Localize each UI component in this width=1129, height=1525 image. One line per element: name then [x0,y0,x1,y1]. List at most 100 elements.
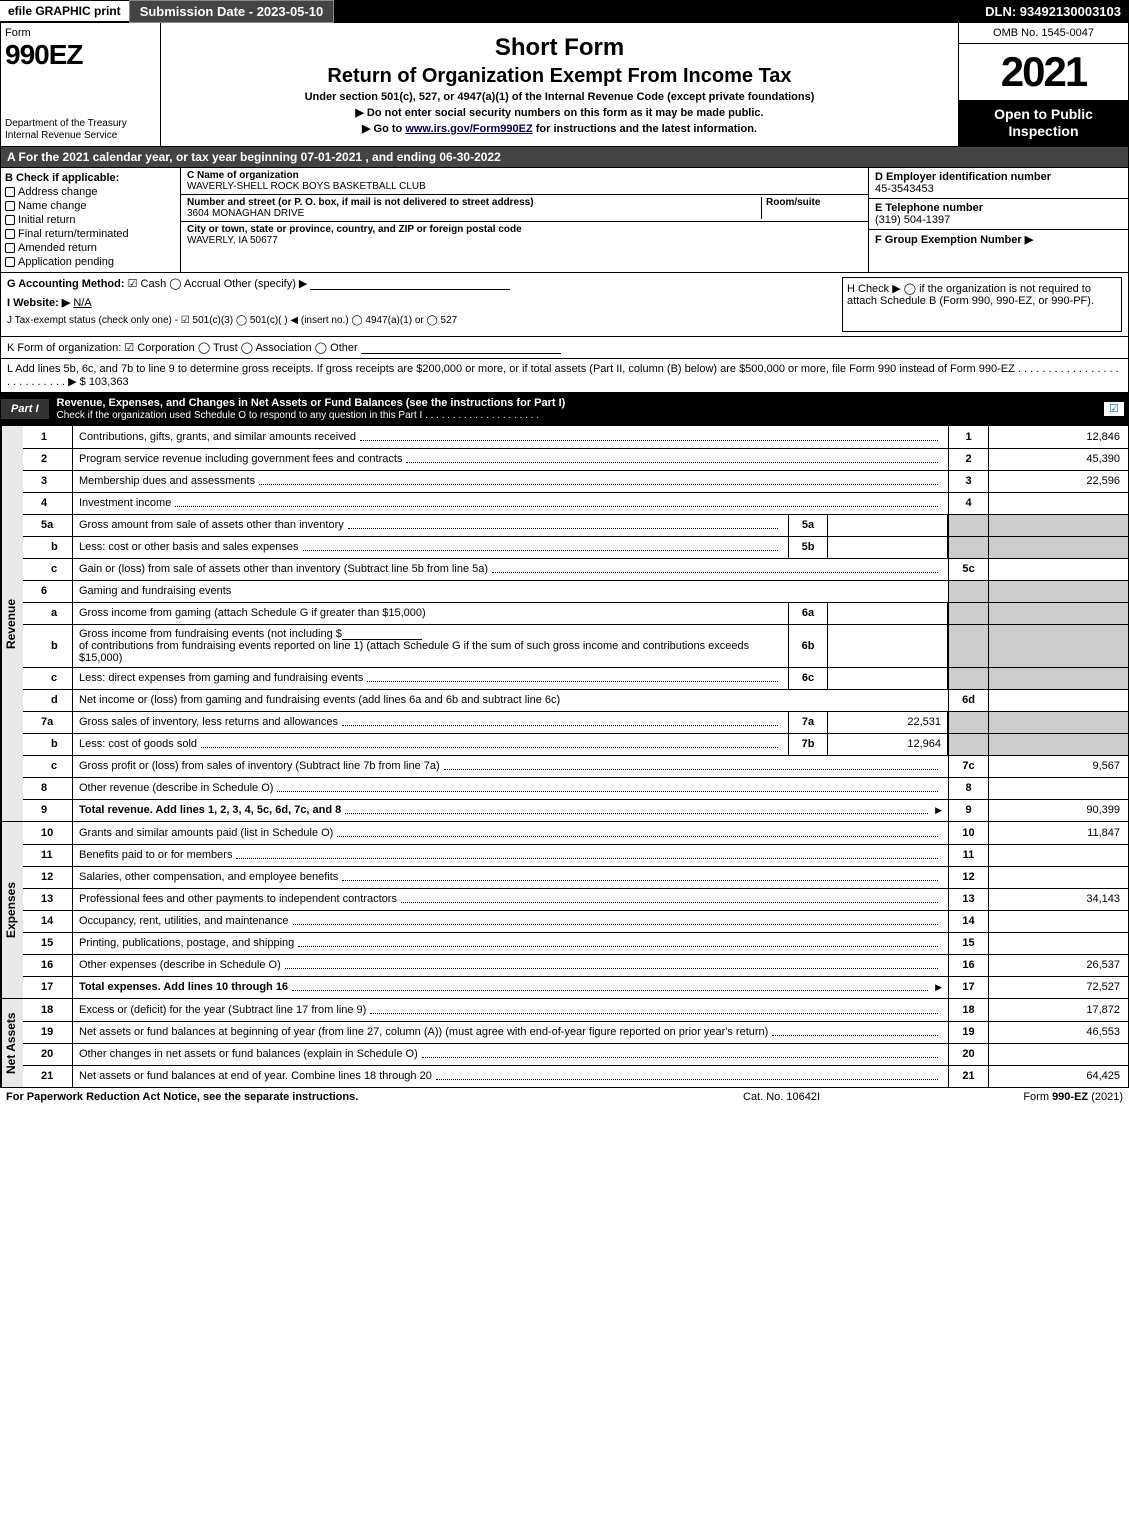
chk-initial-return[interactable] [5,215,15,225]
num-17: 17 [948,977,988,998]
desc-18: Excess or (deficit) for the year (Subtra… [79,1004,366,1016]
c-name-lbl: C Name of organization [187,170,299,181]
desc-3: Membership dues and assessments [79,475,255,487]
ln-6d: d [23,690,73,711]
num-21: 21 [948,1066,988,1087]
desc-10: Grants and similar amounts paid (list in… [79,827,333,839]
k-blank[interactable] [361,342,561,354]
f-lbl: F Group Exemption Number ▶ [875,234,1033,246]
desc-8: Other revenue (describe in Schedule O) [79,782,273,794]
val-6d [988,690,1128,711]
top-bar: efile GRAPHIC print Submission Date - 20… [0,0,1129,22]
ln-18: 18 [23,999,73,1021]
num-20: 20 [948,1044,988,1065]
val-12 [988,867,1128,888]
omb-number: OMB No. 1545-0047 [959,23,1128,44]
desc-7c: Gross profit or (loss) from sales of inv… [79,760,440,772]
c-city-lbl: City or town, state or province, country… [187,224,522,235]
num-9: 9 [948,800,988,821]
part-i-checkbox[interactable]: ☑ [1104,402,1124,416]
chk-final-return[interactable] [5,229,15,239]
org-address: 3604 MONAGHAN DRIVE [187,208,304,219]
desc-20: Other changes in net assets or fund bala… [79,1048,418,1060]
ln-5c: c [23,559,73,580]
desc-1: Contributions, gifts, grants, and simila… [79,431,356,443]
j-line[interactable]: J Tax-exempt status (check only one) - ☑… [7,315,842,326]
midval-5b [828,537,948,558]
ln-15: 15 [23,933,73,954]
mid-5a: 5a [788,515,828,536]
desc-13: Professional fees and other payments to … [79,893,397,905]
midval-6c [828,668,948,689]
desc-6d: Net income or (loss) from gaming and fun… [79,694,560,706]
form-header: Form 990EZ Department of the Treasury In… [0,22,1129,147]
ln-11: 11 [23,845,73,866]
header-right: OMB No. 1545-0047 2021 Open to Public In… [958,23,1128,146]
val-7c: 9,567 [988,756,1128,777]
irs-link[interactable]: www.irs.gov/Form990EZ [405,123,532,135]
desc-15: Printing, publications, postage, and shi… [79,937,294,949]
e-lbl: E Telephone number [875,202,983,214]
num-7a-sh [948,712,988,733]
b-item-5: Application pending [18,256,114,268]
g-blank[interactable] [310,278,510,290]
num-16: 16 [948,955,988,976]
val-6c-sh [988,668,1128,689]
ln-21: 21 [23,1066,73,1087]
c-room-lbl: Room/suite [766,197,820,208]
tax-year: 2021 [959,44,1128,100]
desc-7a: Gross sales of inventory, less returns a… [79,716,338,728]
instr-1: ▶ Do not enter social security numbers o… [355,106,763,119]
val-1: 12,846 [988,426,1128,448]
desc-19: Net assets or fund balances at beginning… [79,1026,768,1038]
desc-6b-1: Gross income from fundraising events (no… [79,628,342,640]
6b-blank[interactable] [342,628,422,640]
val-6-sh [988,581,1128,602]
part-i-header: Part I Revenue, Expenses, and Changes in… [0,393,1129,426]
chk-name-change[interactable] [5,201,15,211]
arrow-icon [932,981,942,993]
form-title-1: Short Form [495,34,624,62]
val-9: 90,399 [988,800,1128,821]
desc-9: Total revenue. Add lines 1, 2, 3, 4, 5c,… [79,804,341,816]
val-15 [988,933,1128,954]
row-k[interactable]: K Form of organization: ☑ Corporation ◯ … [0,337,1129,359]
block-bcdef: B Check if applicable: Address change Na… [0,168,1129,273]
dln-label: DLN: 93492130003103 [977,1,1129,22]
org-name: WAVERLY-SHELL ROCK BOYS BASKETBALL CLUB [187,181,426,192]
chk-amended[interactable] [5,243,15,253]
desc-6a: Gross income from gaming (attach Schedul… [79,607,426,619]
desc-7b: Less: cost of goods sold [79,738,197,750]
col-def: D Employer identification number 45-3543… [868,168,1128,272]
num-12: 12 [948,867,988,888]
b-item-4: Amended return [18,242,97,254]
k-text: K Form of organization: ☑ Corporation ◯ … [7,342,358,354]
ln-14: 14 [23,911,73,932]
b-item-2: Initial return [18,214,75,226]
num-8: 8 [948,778,988,799]
val-5b-sh [988,537,1128,558]
num-5a-sh [948,515,988,536]
h-box[interactable]: H Check ▶ ◯ if the organization is not r… [842,277,1122,332]
num-4: 4 [948,493,988,514]
num-6d: 6d [948,690,988,711]
midval-5a [828,515,948,536]
val-3: 22,596 [988,471,1128,492]
part-i-title-text: Revenue, Expenses, and Changes in Net As… [57,397,566,409]
ln-9: 9 [23,800,73,821]
expenses-side-label: Expenses [1,822,23,998]
ln-7c: c [23,756,73,777]
ln-6b: b [23,625,73,667]
row-a: A For the 2021 calendar year, or tax yea… [0,147,1129,168]
num-15: 15 [948,933,988,954]
g-opts[interactable]: ☑ Cash ◯ Accrual Other (specify) ▶ [128,278,308,290]
val-13: 34,143 [988,889,1128,910]
chk-address-change[interactable] [5,187,15,197]
efile-label[interactable]: efile GRAPHIC print [0,1,129,21]
val-2: 45,390 [988,449,1128,470]
val-18: 17,872 [988,999,1128,1021]
num-14: 14 [948,911,988,932]
chk-pending[interactable] [5,257,15,267]
desc-5c: Gain or (loss) from sale of assets other… [79,563,488,575]
open-public: Open to Public Inspection [959,100,1128,146]
